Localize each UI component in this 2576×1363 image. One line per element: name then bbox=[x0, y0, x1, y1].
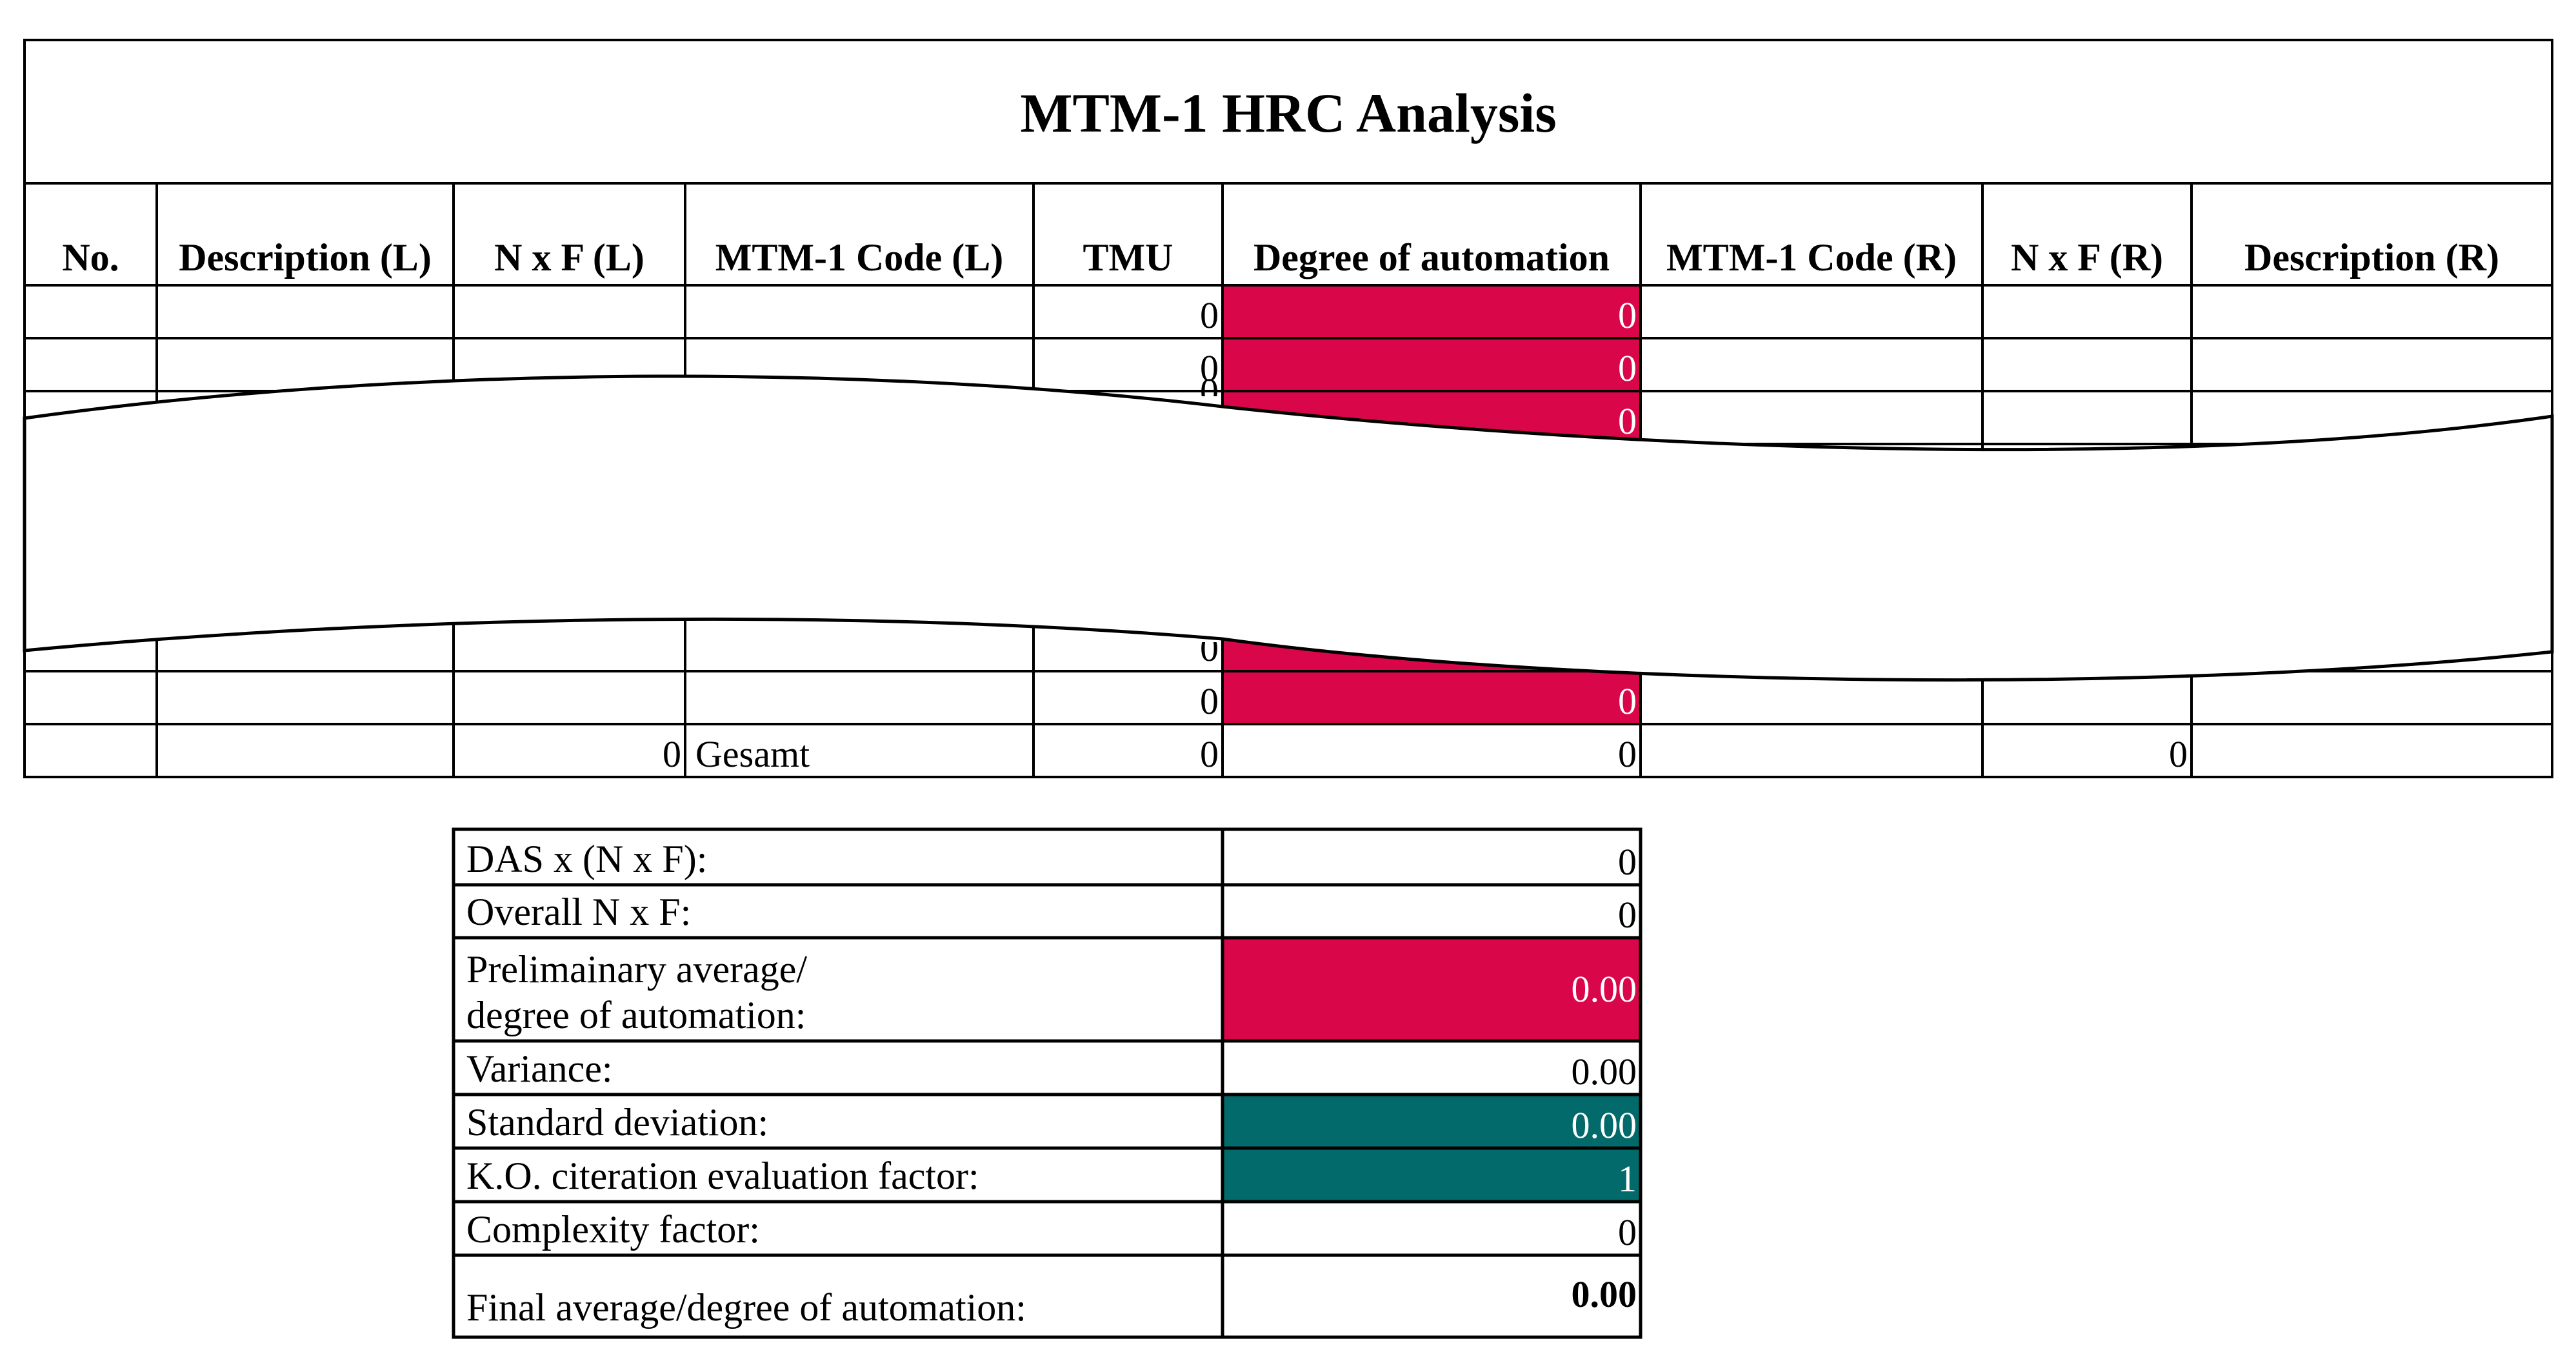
summary-value-overall-nxf: 0 bbox=[1618, 894, 1637, 936]
header-nxf-right: N x F (R) bbox=[2010, 236, 2164, 279]
header-description-right: Description (R) bbox=[2244, 236, 2499, 279]
summary-value-variance: 0.00 bbox=[1571, 1051, 1637, 1093]
header-no: No. bbox=[62, 236, 119, 279]
tmu-cell[interactable]: 0 bbox=[1200, 347, 1219, 389]
summary-value-complexity: 0 bbox=[1618, 1211, 1637, 1253]
summary-label-das: DAS x (N x F): bbox=[466, 838, 708, 881]
summary-label-preliminary-line2: degree of automation: bbox=[466, 994, 806, 1037]
doa-fill-row-2 bbox=[1223, 338, 1641, 391]
table-break bbox=[23, 374, 2554, 682]
summary-label-final: Final average/degree of automation: bbox=[466, 1286, 1026, 1329]
header-mtm-code-left: MTM-1 Code (L) bbox=[715, 236, 1004, 279]
summary-label-variance: Variance: bbox=[466, 1047, 613, 1091]
summary-label-preliminary: Prelimainary average/ degree of automati… bbox=[454, 938, 1223, 1041]
doa-cell[interactable]: 0 bbox=[1618, 680, 1637, 722]
sheet-title: MTM-1 HRC Analysis bbox=[1020, 82, 1557, 144]
total-nxf-right: 0 bbox=[2169, 733, 2188, 775]
header-nxf-left: N x F (L) bbox=[494, 236, 644, 279]
header-tmu: TMU bbox=[1083, 236, 1173, 279]
summary-value-standard-deviation: 0.00 bbox=[1571, 1104, 1637, 1146]
summary-label-standard-deviation: Standard deviation: bbox=[466, 1101, 769, 1144]
summary-value-ko-factor: 1 bbox=[1618, 1158, 1637, 1200]
summary-value-final: 0.00 bbox=[1571, 1273, 1637, 1315]
preliminary-fill bbox=[1223, 938, 1641, 1041]
stddev-fill bbox=[1223, 1095, 1641, 1148]
total-degree-of-automation: 0 bbox=[1618, 733, 1637, 775]
doa-cell[interactable]: 0 bbox=[1618, 400, 1637, 442]
tmu-cell[interactable]: 0 bbox=[1200, 680, 1219, 722]
doa-cell[interactable]: 0 bbox=[1618, 294, 1637, 336]
header-degree-of-automation: Degree of automation bbox=[1253, 236, 1610, 279]
summary-value-preliminary: 0.00 bbox=[1571, 968, 1637, 1010]
header-description-left: Description (L) bbox=[179, 236, 432, 279]
ko-fill bbox=[1223, 1148, 1641, 1202]
summary-label-overall-nxf: Overall N x F: bbox=[466, 891, 692, 934]
total-nxf-left: 0 bbox=[663, 733, 681, 775]
tmu-cell[interactable]: 0 bbox=[1200, 294, 1219, 336]
summary-label-ko-factor: K.O. citeration evaluation factor: bbox=[466, 1155, 979, 1198]
doa-fill-row-1 bbox=[1223, 285, 1641, 338]
doa-fill-row-5 bbox=[1223, 671, 1641, 724]
tmu-cell[interactable]: 0 bbox=[1200, 642, 1219, 669]
summary-label-preliminary-line1: Prelimainary average/ bbox=[466, 948, 808, 991]
summary-value-das: 0 bbox=[1618, 841, 1637, 883]
total-tmu: 0 bbox=[1200, 733, 1219, 775]
total-label: Gesamt bbox=[695, 733, 810, 775]
tmu-cell[interactable]: 0 bbox=[1200, 370, 1219, 412]
doa-cell[interactable]: 0 bbox=[1618, 347, 1637, 389]
header-mtm-code-right: MTM-1 Code (R) bbox=[1666, 236, 1957, 279]
summary-label-complexity: Complexity factor: bbox=[466, 1208, 760, 1251]
